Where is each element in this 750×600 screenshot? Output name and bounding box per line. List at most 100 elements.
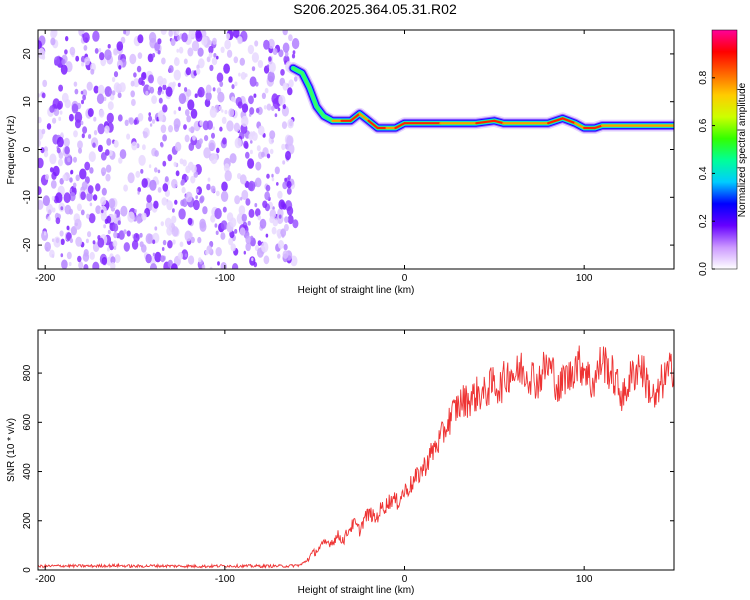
noise-blob (53, 107, 60, 117)
noise-blob (73, 130, 78, 138)
noise-blob (85, 238, 89, 244)
noise-blob (94, 48, 99, 54)
noise-blob (238, 72, 241, 77)
noise-blob (126, 133, 131, 140)
noise-blob (258, 125, 265, 136)
noise-blob (173, 110, 177, 115)
noise-blob (58, 84, 63, 92)
noise-blob (221, 116, 227, 124)
noise-blob (196, 188, 199, 193)
noise-blob (59, 230, 64, 237)
noise-blob (50, 180, 57, 189)
noise-blob (282, 82, 289, 91)
noise-blob (69, 191, 76, 202)
noise-blob (274, 166, 280, 175)
noise-blob (87, 108, 94, 117)
noise-blob (154, 251, 162, 263)
signal-peak-segment (394, 122, 406, 130)
noise-blob (247, 158, 255, 169)
noise-blob (55, 217, 61, 225)
noise-blob (109, 90, 112, 95)
signal-peak-segment (475, 119, 496, 125)
colorbar-tick-label: 0.8 (698, 70, 709, 84)
noise-blob (38, 40, 42, 50)
noise-blob (205, 249, 209, 256)
noise-blob (49, 249, 55, 258)
noise-blob (214, 208, 222, 220)
noise-blob (287, 118, 294, 129)
noise-blob (219, 81, 224, 87)
noise-blob (80, 209, 85, 216)
noise-blob (137, 112, 144, 122)
noise-blob (86, 191, 93, 202)
noise-blob (73, 156, 77, 163)
noise-blob (38, 157, 44, 169)
noise-blob (158, 113, 164, 122)
noise-blob (56, 147, 61, 154)
noise-blob (286, 180, 292, 189)
noise-blob (239, 227, 246, 236)
noise-blob (157, 169, 161, 174)
noise-blob (130, 80, 135, 87)
noise-blob (183, 124, 187, 130)
noise-blob (268, 56, 272, 62)
noise-blob (114, 254, 121, 264)
noise-blob (199, 218, 206, 229)
noise-blob (173, 57, 180, 67)
colorbar-tick-label: 0.4 (698, 166, 709, 180)
noise-blob (215, 190, 220, 197)
noise-blob (251, 66, 256, 72)
noise-blob (211, 57, 218, 66)
noise-blob (183, 58, 188, 65)
noise-blob (87, 185, 94, 194)
noise-blob (204, 98, 211, 108)
noise-blob (71, 188, 75, 193)
noise-blob (249, 107, 255, 115)
noise-blob (93, 85, 99, 94)
noise-blob (225, 33, 231, 40)
spectrogram-y-label: Frequency (Hz) (6, 116, 17, 185)
noise-blob (106, 138, 112, 146)
noise-blob (277, 190, 283, 199)
colorbar-tick-label: 0.6 (698, 118, 709, 132)
noise-blob (137, 191, 140, 195)
noise-blob (117, 92, 122, 99)
noise-blob (234, 195, 241, 205)
noise-blob (280, 69, 285, 76)
noise-blob (198, 257, 202, 263)
noise-blob (103, 96, 107, 102)
noise-blob (99, 52, 105, 61)
snr-axes-frame (37, 329, 675, 571)
noise-blob (88, 134, 92, 139)
noise-blob (199, 196, 204, 204)
noise-blob (205, 91, 212, 101)
noise-blob (278, 214, 282, 219)
noise-blob (47, 216, 51, 222)
noise-blob (266, 153, 271, 159)
noise-blob (288, 34, 293, 42)
noise-blob (49, 167, 54, 173)
noise-blob (187, 99, 195, 111)
noise-blob (159, 80, 163, 87)
noise-blob (181, 32, 188, 43)
noise-blob (292, 50, 296, 55)
noise-blob (129, 53, 137, 65)
noise-blob (224, 39, 231, 50)
noise-blob (49, 153, 57, 165)
noise-blob (118, 230, 125, 240)
noise-blob (213, 53, 217, 58)
noise-blob (233, 56, 239, 64)
noise-blob (286, 206, 294, 216)
noise-blob (157, 187, 162, 193)
noise-blob (96, 93, 105, 105)
noise-blob (177, 82, 181, 88)
noise-blob (282, 30, 288, 36)
noise-blob (86, 213, 90, 219)
noise-blob (84, 161, 91, 171)
noise-blob (136, 65, 142, 73)
noise-blob (131, 239, 139, 250)
noise-blob (141, 212, 147, 221)
noise-blob (185, 109, 190, 117)
noise-blob (106, 112, 114, 124)
noise-blob (208, 45, 214, 54)
